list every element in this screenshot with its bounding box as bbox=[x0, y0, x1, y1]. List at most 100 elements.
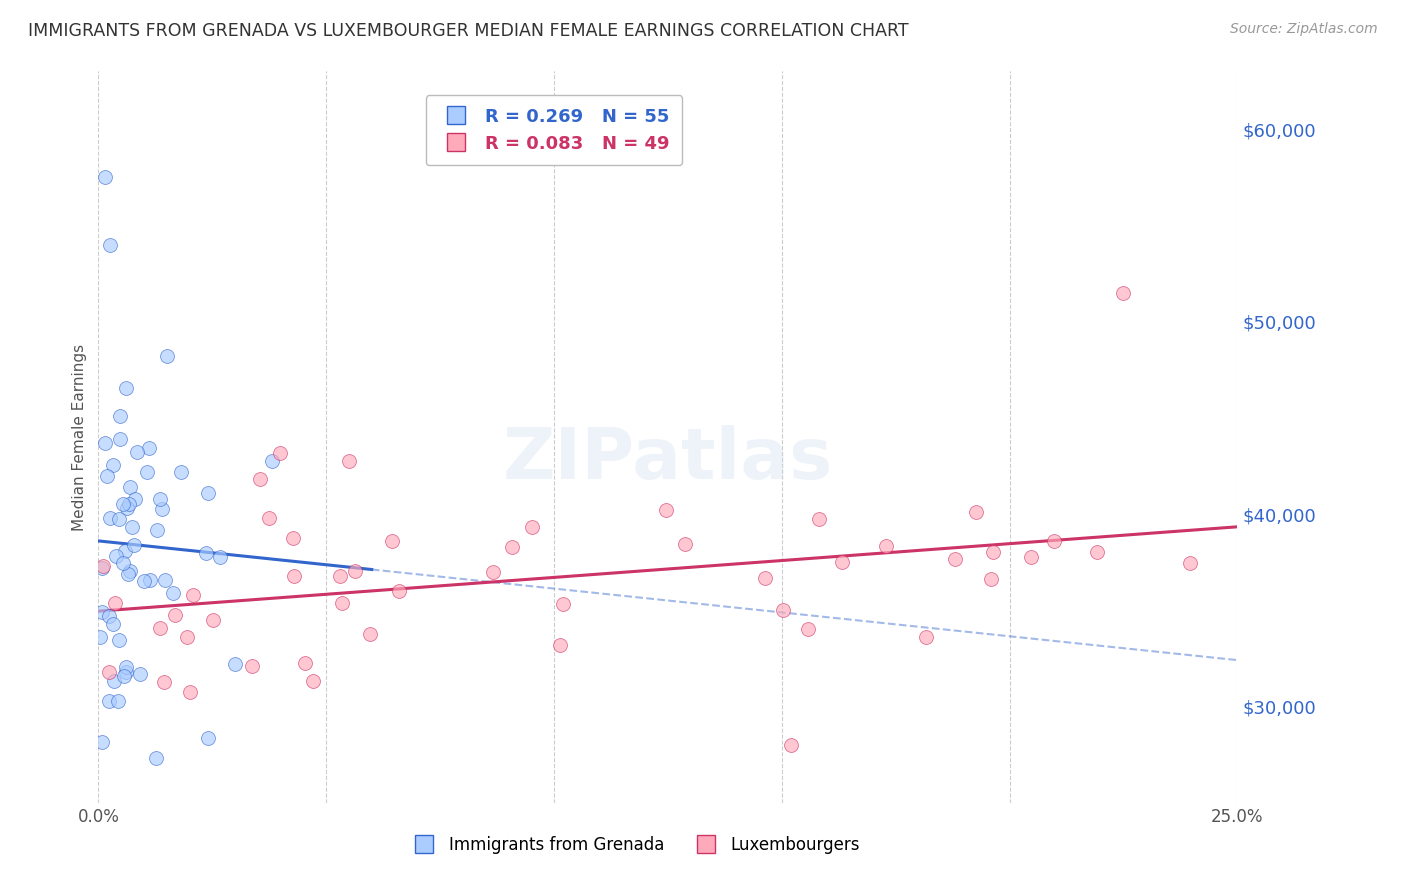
Point bbox=[98, 694, 121, 708]
Point bbox=[343, 564, 366, 578]
Y-axis label: Median Female Earnings: Median Female Earnings bbox=[72, 343, 87, 531]
Point bbox=[129, 667, 152, 681]
Point bbox=[163, 608, 186, 623]
Point bbox=[330, 596, 353, 610]
Point bbox=[145, 751, 167, 765]
Point bbox=[875, 539, 897, 553]
Point bbox=[1180, 556, 1202, 570]
Point bbox=[1043, 534, 1066, 549]
Point bbox=[108, 632, 131, 647]
Point bbox=[269, 446, 291, 460]
Point bbox=[104, 549, 127, 564]
Point bbox=[772, 603, 794, 617]
Point bbox=[101, 458, 124, 472]
Point bbox=[122, 538, 145, 552]
Point bbox=[156, 350, 179, 364]
Point bbox=[553, 597, 575, 611]
Point bbox=[197, 486, 219, 500]
Point bbox=[124, 492, 146, 507]
Point bbox=[673, 537, 696, 551]
Point bbox=[89, 630, 111, 644]
Point bbox=[118, 497, 141, 511]
Point bbox=[240, 659, 263, 673]
Point bbox=[224, 657, 246, 672]
Point bbox=[115, 381, 138, 395]
Point bbox=[179, 684, 201, 698]
Text: Source: ZipAtlas.com: Source: ZipAtlas.com bbox=[1230, 22, 1378, 37]
Point bbox=[98, 510, 121, 524]
Point bbox=[181, 588, 204, 602]
Point bbox=[117, 567, 139, 582]
Text: ZIPatlas: ZIPatlas bbox=[503, 425, 832, 493]
Point bbox=[259, 511, 281, 525]
Point bbox=[655, 503, 678, 517]
Point bbox=[153, 674, 176, 689]
Point bbox=[754, 571, 776, 585]
Point bbox=[520, 520, 543, 534]
Point bbox=[548, 639, 571, 653]
Text: IMMIGRANTS FROM GRENADA VS LUXEMBOURGER MEDIAN FEMALE EARNINGS CORRELATION CHART: IMMIGRANTS FROM GRENADA VS LUXEMBOURGER … bbox=[28, 22, 908, 40]
Point bbox=[302, 674, 325, 689]
Point bbox=[209, 549, 232, 564]
Point bbox=[162, 585, 184, 599]
Point bbox=[103, 673, 125, 688]
Point bbox=[501, 540, 523, 554]
Point bbox=[170, 465, 193, 479]
Point bbox=[115, 501, 138, 516]
Point bbox=[808, 511, 831, 525]
Point bbox=[121, 520, 143, 534]
Point bbox=[150, 501, 173, 516]
Point bbox=[139, 573, 162, 587]
Point bbox=[388, 584, 411, 599]
Point bbox=[111, 556, 134, 570]
Point bbox=[138, 441, 160, 455]
Point bbox=[482, 566, 505, 580]
Point bbox=[97, 609, 120, 624]
Point bbox=[283, 569, 305, 583]
Point bbox=[114, 544, 136, 558]
Point bbox=[91, 561, 114, 575]
Point bbox=[981, 545, 1004, 559]
Point bbox=[98, 237, 121, 252]
Legend: Immigrants from Grenada, Luxembourgers: Immigrants from Grenada, Luxembourgers bbox=[401, 829, 868, 860]
Point bbox=[146, 523, 169, 537]
Point bbox=[965, 505, 987, 519]
Point bbox=[134, 574, 156, 588]
Point bbox=[101, 617, 124, 632]
Point bbox=[176, 631, 198, 645]
Point bbox=[779, 738, 801, 752]
Point bbox=[96, 469, 118, 483]
Point bbox=[112, 497, 135, 511]
Point bbox=[943, 552, 966, 566]
Point bbox=[249, 472, 271, 486]
Point bbox=[118, 564, 141, 578]
Point bbox=[359, 626, 381, 640]
Point bbox=[127, 445, 149, 459]
Point bbox=[153, 573, 176, 587]
Point bbox=[104, 595, 127, 609]
Point bbox=[149, 491, 172, 506]
Point bbox=[197, 731, 219, 746]
Point bbox=[108, 512, 131, 526]
Point bbox=[149, 621, 172, 635]
Point bbox=[112, 669, 135, 683]
Point bbox=[110, 409, 132, 424]
Point bbox=[797, 622, 820, 636]
Point bbox=[195, 546, 218, 560]
Point bbox=[94, 436, 117, 450]
Point bbox=[90, 735, 112, 749]
Point bbox=[329, 569, 352, 583]
Point bbox=[1087, 544, 1109, 558]
Point bbox=[98, 665, 121, 680]
Point bbox=[136, 465, 159, 479]
Point bbox=[90, 605, 112, 619]
Point bbox=[108, 432, 131, 446]
Point bbox=[94, 170, 117, 185]
Point bbox=[114, 665, 136, 680]
Point bbox=[107, 694, 129, 708]
Point bbox=[202, 613, 225, 627]
Point bbox=[91, 558, 114, 573]
Point bbox=[1019, 550, 1042, 565]
Point bbox=[980, 572, 1002, 586]
Point bbox=[120, 480, 142, 494]
